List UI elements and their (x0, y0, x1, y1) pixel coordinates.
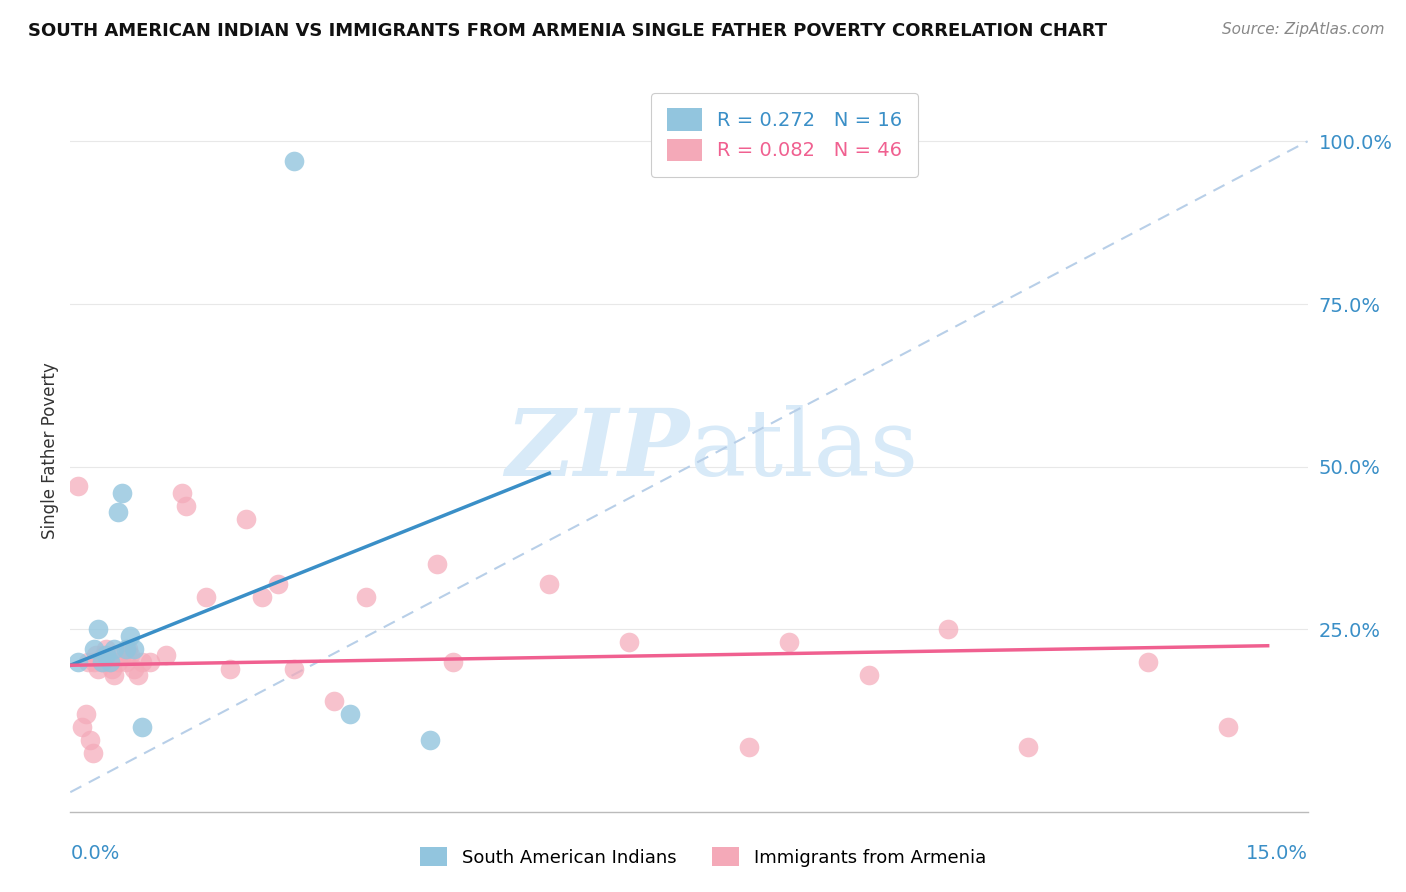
Text: 15.0%: 15.0% (1246, 844, 1308, 863)
Point (418, 733, 440, 747)
Point (84, 648, 107, 663)
Point (426, 558, 449, 572)
Point (235, 512, 257, 526)
Point (83, 655, 105, 669)
Point (131, 720, 153, 734)
Point (174, 499, 197, 513)
Point (76, 655, 98, 669)
Point (170, 485, 193, 500)
Point (96, 648, 118, 663)
Point (778, 635, 800, 649)
Point (120, 648, 142, 663)
Point (195, 590, 218, 604)
Point (122, 642, 145, 657)
Point (858, 668, 880, 682)
Point (538, 577, 561, 591)
Point (67, 655, 90, 669)
Point (283, 661, 305, 675)
Legend: South American Indians, Immigrants from Armenia: South American Indians, Immigrants from … (411, 838, 995, 876)
Point (115, 655, 138, 669)
Text: ZIP: ZIP (505, 406, 689, 495)
Point (107, 655, 129, 669)
Point (127, 668, 149, 682)
Point (79, 733, 101, 747)
Point (91, 655, 114, 669)
Point (250, 590, 273, 604)
Point (115, 642, 138, 657)
Point (283, 153, 305, 168)
Point (93, 648, 115, 663)
Point (339, 707, 361, 722)
Point (82, 746, 104, 760)
Point (117, 642, 139, 657)
Point (103, 668, 125, 682)
Point (219, 661, 242, 675)
Point (111, 648, 134, 663)
Point (67, 479, 90, 493)
Point (1216, 720, 1239, 734)
Point (98, 655, 121, 669)
Text: 0.0%: 0.0% (70, 844, 120, 863)
Point (354, 590, 377, 604)
Point (1017, 739, 1039, 754)
Point (155, 648, 177, 663)
Point (87, 661, 110, 675)
Text: SOUTH AMERICAN INDIAN VS IMMIGRANTS FROM ARMENIA SINGLE FATHER POVERTY CORRELATI: SOUTH AMERICAN INDIAN VS IMMIGRANTS FROM… (28, 22, 1108, 40)
Point (120, 629, 142, 643)
Text: Source: ZipAtlas.com: Source: ZipAtlas.com (1222, 22, 1385, 37)
Point (443, 655, 465, 669)
Y-axis label: Single Father Poverty: Single Father Poverty (41, 362, 59, 539)
Point (131, 655, 153, 669)
Point (267, 577, 290, 591)
Point (96, 642, 118, 657)
Point (101, 661, 124, 675)
Point (111, 485, 134, 500)
Point (322, 694, 344, 708)
Text: atlas: atlas (689, 406, 918, 495)
Point (87, 623, 110, 637)
Point (938, 623, 960, 637)
Point (107, 505, 129, 519)
Point (738, 739, 761, 754)
Point (122, 661, 145, 675)
Point (1136, 655, 1159, 669)
Point (72, 720, 94, 734)
Point (75, 707, 97, 722)
Point (83, 642, 105, 657)
Point (103, 642, 125, 657)
Point (139, 655, 162, 669)
Point (98, 655, 121, 669)
Point (617, 635, 640, 649)
Point (91, 655, 114, 669)
Legend: R = 0.272   N = 16, R = 0.082   N = 46: R = 0.272 N = 16, R = 0.082 N = 46 (651, 93, 918, 177)
